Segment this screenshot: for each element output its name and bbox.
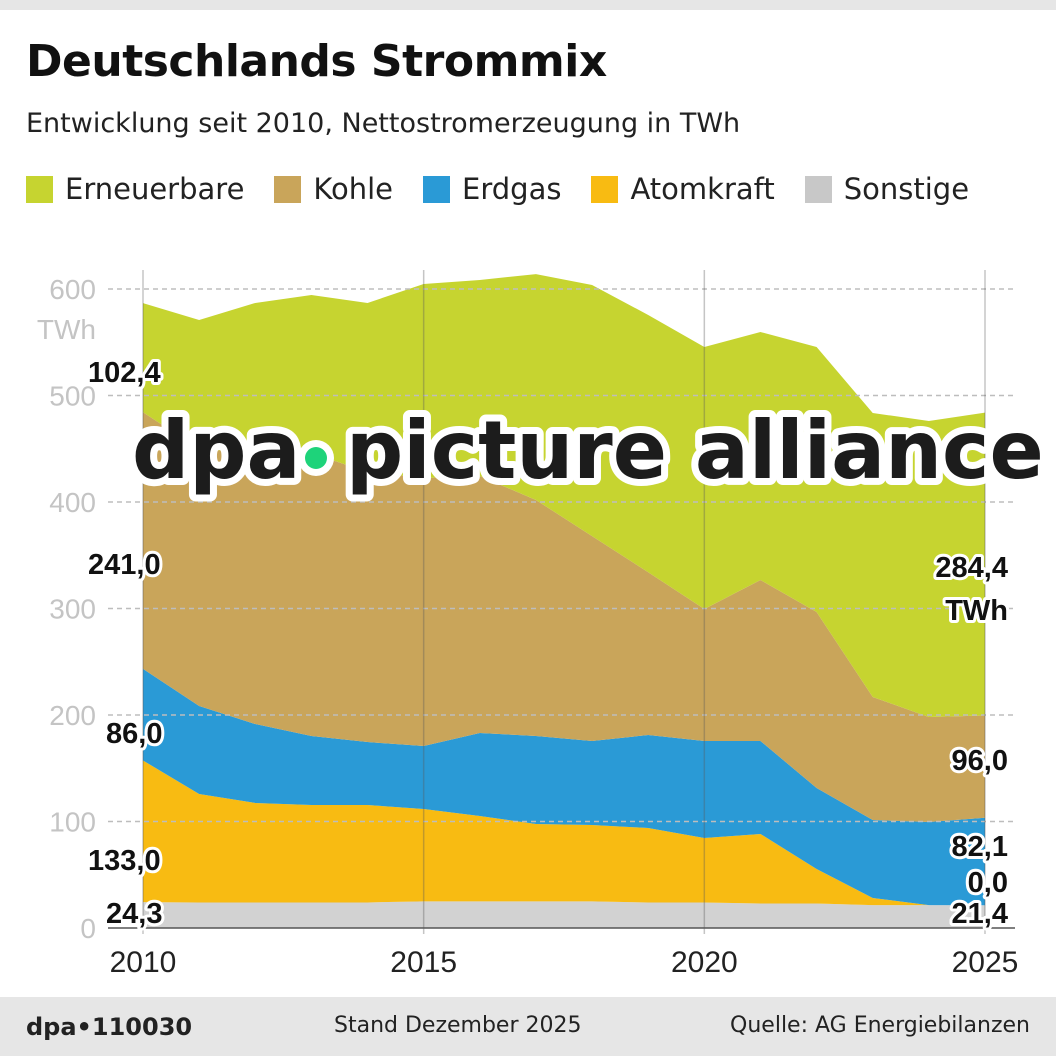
stacked-area-chart: 0 100 200 300 400 500 600 TWh 2010 2015 2020 2025 d… [36,270,1051,979]
graphic-id: dpa•110030 [26,1013,193,1041]
legend-swatch [26,175,53,203]
label-start-sonstige: 24,3 [106,898,162,930]
y-tick-label: 400 [49,487,96,518]
label-end-erneuerbare: 284,4 [935,552,1008,584]
watermark: dpa picture alliance [125,397,1051,504]
label-end-unit: TWh [945,595,1008,627]
area-sonstige [143,901,985,928]
label-end-sonstige: 21,4 [952,898,1008,930]
area-atomkraft [143,760,985,906]
watermark-dpa: dpa [132,404,301,497]
legend-item-atomkraft: Atomkraft [591,172,775,206]
label-start-erdgas: 86,0 [106,718,162,750]
legend-item-kohle: Kohle [274,172,393,206]
legend-label: Erdgas [462,172,562,206]
legend-label: Atomkraft [630,172,775,206]
legend: Erneuerbare Kohle Erdgas Atomkraft Sonst… [26,172,999,206]
legend-swatch [423,175,451,203]
top-bar [0,0,1056,10]
legend-label: Erneuerbare [65,172,245,206]
y-tick-label: 600 [49,274,96,305]
legend-item-sonstige: Sonstige [804,172,970,206]
watermark-dot [305,447,327,469]
x-tick-label: 2015 [390,946,457,979]
legend-swatch [804,175,832,203]
legend-swatch [591,175,619,203]
label-end-atomkraft: 0,0 [968,867,1008,899]
source-note: Quelle: AG Energiebilanzen [730,1013,1030,1038]
legend-item-erneuerbare: Erneuerbare [26,172,244,206]
x-tick-label: 2010 [110,946,177,979]
y-tick-label: 100 [49,807,96,838]
y-tick-label: 200 [49,700,96,731]
label-end-kohle: 96,0 [952,745,1008,777]
area-erdgas [143,668,985,906]
label-start-erneuerbare: 102,4 [88,357,161,389]
area-kohle [143,412,985,823]
label-start-kohle: 241,0 [88,549,161,581]
y-tick-label: 500 [49,381,96,412]
x-tick-label: 2020 [671,946,738,979]
y-unit-label: TWh [37,314,96,345]
date-note: Stand Dezember 2025 [334,1013,582,1038]
y-tick-label: 0 [80,913,96,944]
chart-title: Deutschlands Strommix [26,36,607,87]
legend-item-erdgas: Erdgas [423,172,561,206]
footer: dpa•110030 Stand Dezember 2025 Quelle: A… [0,997,1056,1056]
x-tick-label: 2025 [952,946,1019,979]
legend-label: Kohle [313,172,394,206]
label-end-erdgas: 82,1 [952,831,1008,863]
watermark-picture-alliance: picture alliance [346,404,1044,497]
legend-swatch [274,175,302,203]
chart-subtitle: Entwicklung seit 2010, Nettostromerzeugu… [26,108,741,139]
label-start-atomkraft: 133,0 [88,845,161,877]
area-erneuerbare [143,274,985,718]
legend-label: Sonstige [843,172,970,206]
y-tick-label: 300 [49,594,96,625]
